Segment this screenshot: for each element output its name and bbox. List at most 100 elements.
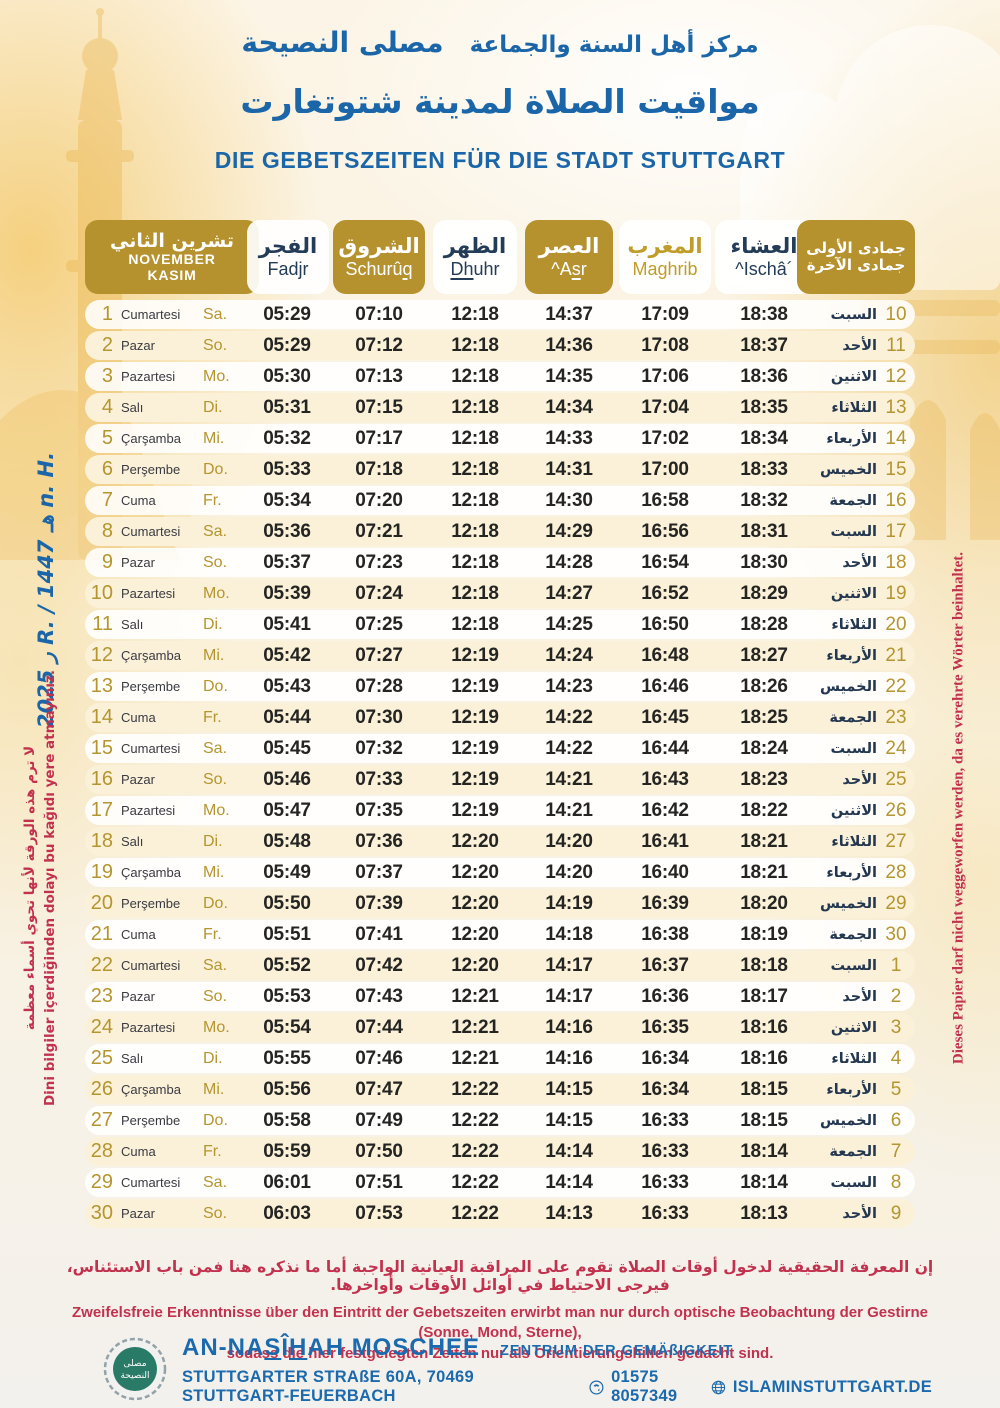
time-maghrib: 16:40 (641, 861, 689, 883)
time-schuruq: 07:39 (355, 892, 403, 914)
time-dhuhr: 12:18 (451, 489, 499, 511)
column-header-dhuhr: الظهر Dhuhr (433, 220, 517, 294)
time-schuruq: 07:36 (355, 830, 403, 852)
time-ischa: 18:16 (740, 1047, 788, 1069)
weekday-arabic: الأربعاء (826, 430, 877, 447)
column-header-asr: العصر ^Asr (525, 220, 613, 294)
table-row: 21 Cuma Fr. 05:51 07:41 12:20 14:18 16:38 18:19 ا… (85, 920, 915, 949)
weekday-german: Di. (203, 615, 223, 633)
weekday-german: Di. (203, 398, 223, 416)
time-dhuhr: 12:18 (451, 582, 499, 604)
table-row: 30 Pazar So. 06:03 07:53 12:22 14:13 16:33 18:13… (85, 1199, 915, 1228)
gregorian-day: 22 (90, 954, 113, 976)
month-name-turkish: KASIM (147, 266, 197, 283)
time-ischa: 18:15 (740, 1109, 788, 1131)
month-name-german: NOVEMBER (128, 250, 216, 267)
weekday-arabic: السبت (830, 306, 877, 323)
weekday-turkish: Perşembe (121, 462, 181, 477)
weekday-turkish: Pazartesi (121, 586, 176, 601)
time-fadjr: 05:52 (263, 954, 311, 976)
time-asr: 14:15 (545, 1078, 593, 1100)
weekday-arabic: السبت (830, 957, 877, 974)
column-header-dhuhr-arabic: الظهر (443, 234, 507, 259)
table-body: 1 Cumartesi Sa. 05:29 07:10 12:18 14:37 17:09 18… (85, 300, 915, 1228)
time-maghrib: 16:34 (641, 1078, 689, 1100)
time-asr: 14:13 (545, 1202, 593, 1224)
weekday-turkish: Cuma (121, 1144, 156, 1159)
time-fadjr: 05:49 (263, 861, 311, 883)
gregorian-day: 4 (101, 396, 113, 418)
table-row: 12 Çarşamba Mi. 05:42 07:27 12:19 14:24 16:48 18… (85, 641, 915, 670)
prayer-times-table: تشرين الثاني NOVEMBER KASIM الفجر Fadjr ال… (85, 220, 915, 1230)
column-header-fadjr: الفجر Fadjr (247, 220, 329, 294)
time-fadjr: 05:39 (263, 582, 311, 604)
weekday-turkish: Pazartesi (121, 803, 176, 818)
time-maghrib: 17:00 (641, 458, 689, 480)
hijri-day: 25 (885, 768, 907, 790)
weekday-turkish: Salı (121, 834, 144, 849)
phone-icon (589, 1380, 604, 1394)
page-title-arabic: مواقيت الصلاة لمدينة شتوتغارت (240, 82, 760, 121)
time-schuruq: 07:15 (355, 396, 403, 418)
weekday-arabic: السبت (830, 1174, 877, 1191)
time-dhuhr: 12:22 (451, 1078, 499, 1100)
weekday-german: Mo. (203, 801, 230, 819)
time-schuruq: 07:23 (355, 551, 403, 573)
mosque-name: AN-NASÎHAH MOSCHEE (182, 1334, 481, 1361)
weekday-arabic: الجمعة (829, 926, 877, 943)
weekday-german: Mo. (203, 584, 230, 602)
table-row: 5 Çarşamba Mi. 05:32 07:17 12:18 14:33 17:02 18:… (85, 424, 915, 453)
hijri-day: 23 (885, 706, 907, 728)
weekday-arabic: الثلاثاء (831, 833, 877, 850)
gregorian-day: 26 (90, 1078, 113, 1100)
time-dhuhr: 12:22 (451, 1140, 499, 1162)
time-asr: 14:25 (545, 613, 593, 635)
time-maghrib: 16:43 (641, 768, 689, 790)
time-fadjr: 05:41 (263, 613, 311, 635)
weekday-german: Sa. (203, 1173, 228, 1191)
time-dhuhr: 12:18 (451, 520, 499, 542)
time-dhuhr: 12:18 (451, 551, 499, 573)
gregorian-day: 10 (90, 582, 113, 604)
org-subtitle-arabic: مركز أهل السنة والجماعة (469, 32, 759, 58)
weekday-german: Do. (203, 1111, 228, 1129)
time-dhuhr: 12:19 (451, 799, 499, 821)
page-title-german: DIE GEBETSZEITEN FÜR DIE STADT STUTTGART (214, 147, 786, 173)
mosque-logo: مصلى النصيحة (103, 1337, 167, 1401)
time-maghrib: 16:38 (641, 923, 689, 945)
hijri-day: 28 (885, 861, 907, 883)
time-asr: 14:35 (545, 365, 593, 387)
time-maghrib: 16:39 (641, 892, 689, 914)
time-fadjr: 05:32 (263, 427, 311, 449)
disclaimer-german-line2: sodass die hier festgelegten Zeiten nur … (226, 1344, 774, 1362)
gregorian-day: 21 (90, 923, 113, 945)
time-dhuhr: 12:18 (451, 396, 499, 418)
time-fadjr: 05:37 (263, 551, 311, 573)
time-ischa: 18:28 (740, 613, 788, 635)
time-schuruq: 07:49 (355, 1109, 403, 1131)
hijri-day: 21 (885, 644, 907, 666)
time-asr: 14:19 (545, 892, 593, 914)
weekday-german: Sa. (203, 739, 228, 757)
time-maghrib: 16:33 (641, 1171, 689, 1193)
weekday-arabic: الأحد (842, 554, 877, 571)
time-maghrib: 16:48 (641, 644, 689, 666)
weekday-turkish: Perşembe (121, 679, 181, 694)
paper-respect-note-left: لا ترم هذه الورقة لأنها تحوي أسماء معظمة… (20, 670, 61, 1106)
time-dhuhr: 12:21 (451, 1016, 499, 1038)
time-dhuhr: 12:20 (451, 892, 499, 914)
table-row: 9 Pazar So. 05:37 07:23 12:18 14:28 16:54 18:30 ا… (85, 548, 915, 577)
time-fadjr: 05:47 (263, 799, 311, 821)
time-ischa: 18:25 (740, 706, 788, 728)
time-dhuhr: 12:18 (451, 365, 499, 387)
gregorian-day: 13 (90, 675, 113, 697)
time-schuruq: 07:28 (355, 675, 403, 697)
time-dhuhr: 12:21 (451, 985, 499, 1007)
time-ischa: 18:34 (740, 427, 788, 449)
table-row: 19 Çarşamba Mi. 05:49 07:37 12:20 14:20 16:40 18… (85, 858, 915, 887)
gregorian-day: 27 (90, 1109, 113, 1131)
time-asr: 14:20 (545, 830, 593, 852)
weekday-turkish: Pazartesi (121, 369, 176, 384)
time-maghrib: 16:50 (641, 613, 689, 635)
weekday-arabic: الأحد (842, 988, 877, 1005)
